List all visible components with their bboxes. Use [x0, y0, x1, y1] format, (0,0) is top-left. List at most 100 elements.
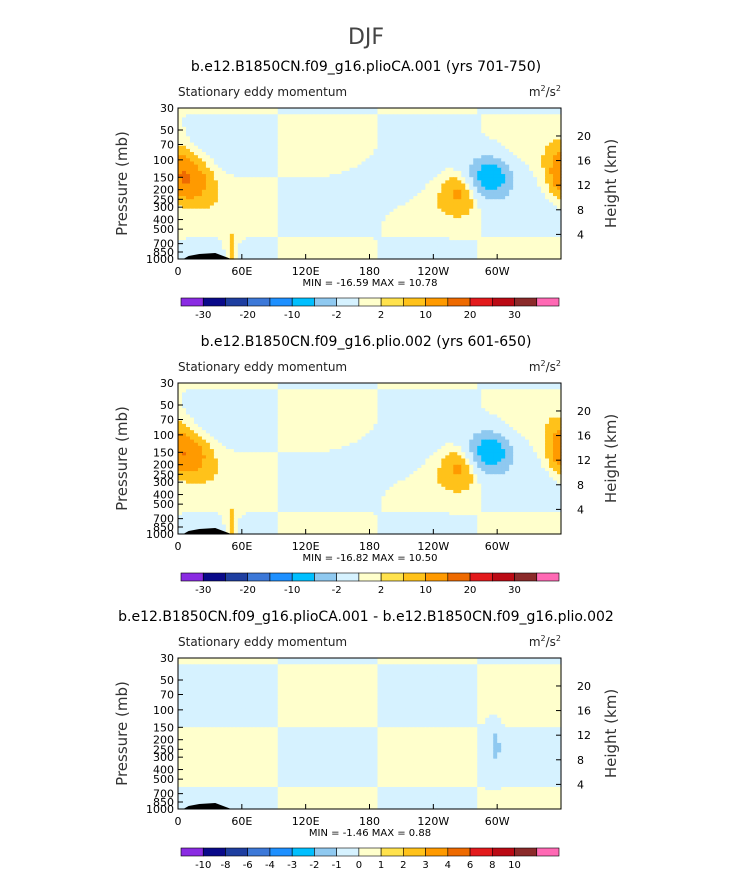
- colorbar-box: [180, 572, 204, 582]
- contour-field: [178, 383, 562, 535]
- colorbar-box: [514, 847, 538, 857]
- colorbar-box: [447, 297, 471, 307]
- colorbar-label: -3: [287, 860, 297, 871]
- colorbar-box: [358, 847, 382, 857]
- x-tick-label: 180: [359, 815, 380, 828]
- y-tick-label: 50: [160, 674, 174, 687]
- colorbar-box: [180, 847, 204, 857]
- colorbar-box: [269, 572, 293, 582]
- y2-axis-label: Height (km): [602, 139, 620, 228]
- colorbar-box: [491, 297, 515, 307]
- colorbar-box: [447, 572, 471, 582]
- colorbar-label: 4: [445, 860, 451, 871]
- y2-tick-label: 4: [577, 228, 584, 241]
- colorbar-box: [225, 572, 249, 582]
- y-tick-label: 300: [153, 751, 174, 764]
- y2-tick-label: 4: [577, 778, 584, 791]
- colorbar-box: [425, 572, 449, 582]
- colorbar-box: [247, 847, 271, 857]
- y2-tick-label: 20: [577, 130, 591, 143]
- y-tick-label: 200: [153, 734, 174, 747]
- y-tick-label: 70: [160, 413, 174, 426]
- y-axis-label: Pressure (mb): [113, 406, 131, 511]
- y-tick-label: 70: [160, 138, 174, 151]
- colorbar-label: -30: [195, 585, 211, 596]
- chart-panel-2: b.e12.B1850CN.f09_g16.plio.002 (yrs 601-…: [113, 334, 620, 596]
- colorbar-label: 30: [508, 310, 521, 321]
- y-tick-label: 400: [153, 764, 174, 777]
- y-tick-label: 1000: [146, 803, 174, 816]
- colorbar-box: [358, 297, 382, 307]
- x-tick-label: 120W: [417, 265, 449, 278]
- y-tick-label: 700: [153, 238, 174, 251]
- y-tick-label: 150: [153, 721, 174, 734]
- y-tick-label: 1000: [146, 528, 174, 541]
- colorbar-box: [202, 572, 226, 582]
- x-tick-label: 120E: [292, 815, 320, 828]
- y-tick-label: 30: [160, 652, 174, 665]
- topography-mask: [183, 253, 232, 259]
- x-tick-label: 120E: [292, 540, 320, 553]
- colorbar-box: [380, 572, 404, 582]
- y-axis-label: Pressure (mb): [113, 681, 131, 786]
- colorbar-box: [536, 572, 560, 582]
- colorbar-box: [447, 847, 471, 857]
- colorbar-label: -2: [332, 585, 342, 596]
- colorbar-box: [469, 297, 493, 307]
- contour-field: [178, 658, 562, 810]
- colorbar-box: [314, 572, 337, 582]
- y-tick-label: 100: [153, 704, 174, 717]
- colorbar-label: -6: [243, 860, 253, 871]
- stats-label: MIN = -16.82 MAX = 10.50: [303, 553, 438, 564]
- colorbar-label: 0: [356, 860, 362, 871]
- colorbar-box: [380, 297, 404, 307]
- contour-field: [178, 108, 562, 260]
- y-tick-label: 1000: [146, 253, 174, 266]
- chart-panel-3: b.e12.B1850CN.f09_g16.plioCA.001 - b.e12…: [113, 609, 620, 871]
- y-tick-label: 200: [153, 184, 174, 197]
- colorbar-box: [291, 847, 315, 857]
- y-tick-label: 700: [153, 788, 174, 801]
- y2-tick-label: 20: [577, 405, 591, 418]
- y-tick-label: 850: [153, 521, 174, 534]
- y-tick-label: 850: [153, 246, 174, 259]
- colorbar-box: [469, 572, 493, 582]
- colorbar-label: -10: [284, 310, 300, 321]
- colorbar-box: [247, 572, 271, 582]
- y-tick-label: 400: [153, 214, 174, 227]
- y-tick-label: 100: [153, 429, 174, 442]
- colorbar-box: [336, 572, 360, 582]
- y-tick-label: 150: [153, 171, 174, 184]
- y-tick-label: 150: [153, 446, 174, 459]
- colorbar-box: [425, 297, 449, 307]
- y-tick-label: 200: [153, 459, 174, 472]
- colorbar-label: -8: [220, 860, 230, 871]
- colorbar-label: -20: [240, 585, 256, 596]
- colorbar-box: [403, 847, 426, 857]
- topography-mask: [183, 528, 232, 534]
- y2-tick-label: 20: [577, 680, 591, 693]
- figure-title: DJF: [348, 25, 384, 50]
- colorbar-label: 2: [378, 310, 384, 321]
- colorbar-label: -2: [309, 860, 319, 871]
- x-tick-label: 60E: [231, 540, 252, 553]
- y2-tick-label: 12: [577, 729, 591, 742]
- colorbar-box: [269, 847, 293, 857]
- y2-tick-label: 16: [577, 430, 591, 443]
- colorbar-box: [225, 847, 249, 857]
- colorbar-box: [336, 297, 360, 307]
- colorbar-label: 8: [489, 860, 495, 871]
- colorbar-box: [314, 847, 337, 857]
- colorbar-box: [291, 297, 315, 307]
- x-tick-label: 60E: [231, 265, 252, 278]
- stats-label: MIN = -16.59 MAX = 10.78: [303, 278, 438, 289]
- colorbar-label: 1: [378, 860, 384, 871]
- panel-subtitle: Stationary eddy momentum: [178, 635, 347, 649]
- y-tick-label: 500: [153, 773, 174, 786]
- colorbar-box: [514, 572, 538, 582]
- colorbar-label: -4: [265, 860, 275, 871]
- panel-title: b.e12.B1850CN.f09_g16.plio.002 (yrs 601-…: [201, 334, 532, 350]
- colorbar-box: [536, 297, 560, 307]
- topography-mask: [183, 803, 232, 809]
- x-tick-label: 120E: [292, 265, 320, 278]
